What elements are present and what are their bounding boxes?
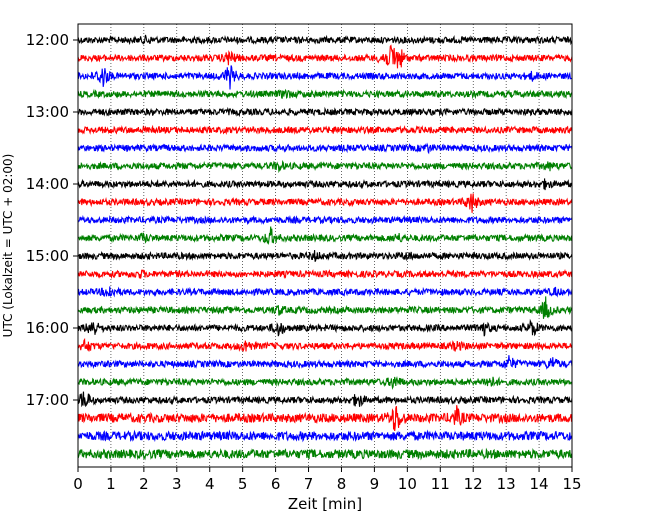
x-tick-label: 8: [337, 475, 347, 493]
trace-line: [77, 337, 573, 353]
trace-line: [77, 286, 573, 298]
y-axis-label: UTC (Lokalzeit = UTC + 02:00): [1, 154, 15, 338]
trace-line: [77, 159, 573, 174]
x-tick-label: 13: [497, 475, 516, 493]
trace-line: [77, 124, 573, 136]
trace-line: [77, 65, 573, 90]
y-axis-ticks: 12:00 13:00 14:00 15:00 16:00 17:00: [26, 31, 78, 409]
trace-line: [77, 318, 573, 337]
trace-line: [77, 106, 573, 118]
trace-line: [77, 375, 573, 390]
x-tick-label: 15: [562, 475, 581, 493]
trace-line: [77, 250, 573, 262]
x-tick-label: 6: [271, 475, 281, 493]
trace-line: [77, 391, 573, 408]
trace-line: [77, 88, 573, 100]
y-tick-label: 13:00: [26, 103, 69, 121]
x-axis-label: Zeit [min]: [288, 495, 362, 513]
vertical-grid-lines: [110, 24, 540, 467]
x-tick-label: 10: [398, 475, 417, 493]
trace-line: [77, 44, 573, 69]
x-tick-label: 3: [172, 475, 182, 493]
y-tick-label: 14:00: [26, 175, 69, 193]
x-tick-label: 7: [304, 475, 314, 493]
x-tick-label: 2: [139, 475, 149, 493]
trace-line: [77, 355, 573, 370]
trace-line: [77, 193, 573, 213]
x-tick-label: 11: [431, 475, 450, 493]
trace-line: [77, 226, 573, 246]
trace-line: [77, 268, 573, 280]
trace-group: [77, 34, 573, 461]
y-tick-label: 12:00: [26, 31, 69, 49]
trace-line: [77, 429, 573, 443]
y-tick-label: 15:00: [26, 247, 69, 265]
trace-line: [77, 296, 573, 319]
trace-line: [77, 447, 573, 461]
trace-line: [77, 178, 573, 191]
trace-line: [77, 405, 573, 432]
y-tick-label: 16:00: [26, 319, 69, 337]
plot-frame: [77, 23, 573, 468]
x-tick-label: 9: [370, 475, 380, 493]
x-tick-label: 14: [530, 475, 549, 493]
trace-line: [77, 142, 573, 155]
x-tick-label: 4: [205, 475, 215, 493]
trace-line: [77, 34, 573, 46]
y-tick-label: 17:00: [26, 391, 69, 409]
x-tick-label: 1: [106, 475, 116, 493]
x-tick-label: 12: [464, 475, 483, 493]
x-tick-label: 0: [73, 475, 83, 493]
x-tick-label: 5: [238, 475, 248, 493]
x-axis-ticks: 0 1 2 3 4 5 6 7 8 9 10 11 12 13 14 15: [73, 467, 582, 493]
trace-line: [77, 214, 573, 226]
